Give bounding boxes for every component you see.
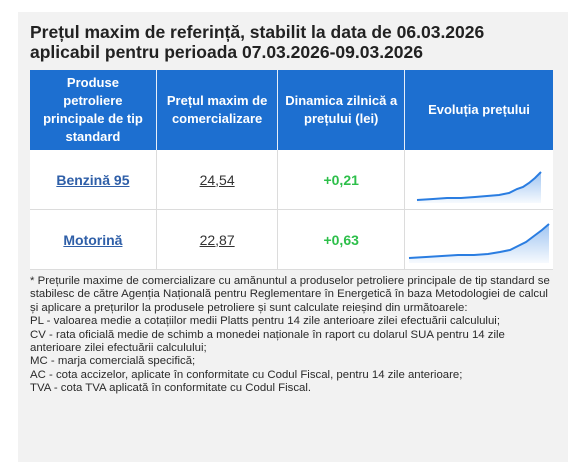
price-value-benzina-95[interactable]: 24,54 xyxy=(199,171,235,188)
price-value-motorina[interactable]: 22,87 xyxy=(199,231,235,248)
header-daily-dynamics: Dinamica zilnică a prețului (lei) xyxy=(277,70,405,150)
product-link-motorina[interactable]: Motorină xyxy=(63,231,123,248)
footnotes: * Prețurile maxime de comercializare cu … xyxy=(30,275,550,396)
header-products: Produse petroliere principale de tip sta… xyxy=(30,70,157,150)
footnote-ac: AC - cota accizelor, aplicate în conform… xyxy=(30,368,463,381)
delta-cell: +0,21 xyxy=(277,150,405,210)
footnote-mc: MC - marja comercială specifică; xyxy=(30,355,196,368)
table-header-row: Produse petroliere principale de tip sta… xyxy=(30,70,553,150)
delta-value-motorina: +0,63 xyxy=(323,231,359,248)
product-link-benzina-95[interactable]: Benzină 95 xyxy=(56,171,130,188)
header-max-price: Prețul maxim de comercializare xyxy=(156,70,279,150)
footnote-cv: CV - rata oficială medie de schimb a mon… xyxy=(30,328,505,355)
fuel-price-panel: Prețul maxim de referință, stabilit la d… xyxy=(18,12,568,462)
delta-value-benzina-95: +0,21 xyxy=(323,171,359,188)
footnote-pl: PL - valoarea medie a cotațiilor medii P… xyxy=(30,315,500,328)
title-line-1: Prețul maxim de referință, stabilit la d… xyxy=(30,22,485,42)
product-cell: Motorină xyxy=(30,209,157,270)
sparkline-chart-icon xyxy=(416,170,542,203)
price-table: Produse petroliere principale de tip sta… xyxy=(30,70,553,270)
evolution-cell xyxy=(404,209,553,270)
table-row-benzina: Benzină 95 24,54 +0,21 xyxy=(30,150,553,210)
footnote-intro: * Prețurile maxime de comercializare cu … xyxy=(30,275,550,314)
table-row-motorina: Motorină 22,87 +0,63 xyxy=(30,209,553,270)
sparkline-chart-icon xyxy=(408,222,550,263)
page-title: Prețul maxim de referință, stabilit la d… xyxy=(30,22,560,62)
price-cell: 24,54 xyxy=(156,150,279,210)
header-price-evolution: Evoluția prețului xyxy=(404,70,553,150)
price-cell: 22,87 xyxy=(156,209,279,270)
title-line-2: aplicabil pentru perioada 07.03.2026-09.… xyxy=(30,42,423,62)
product-cell: Benzină 95 xyxy=(30,150,157,210)
footnote-tva: TVA - cota TVA aplicată în conformitate … xyxy=(30,382,312,395)
evolution-cell xyxy=(404,150,553,210)
delta-cell: +0,63 xyxy=(277,209,405,270)
